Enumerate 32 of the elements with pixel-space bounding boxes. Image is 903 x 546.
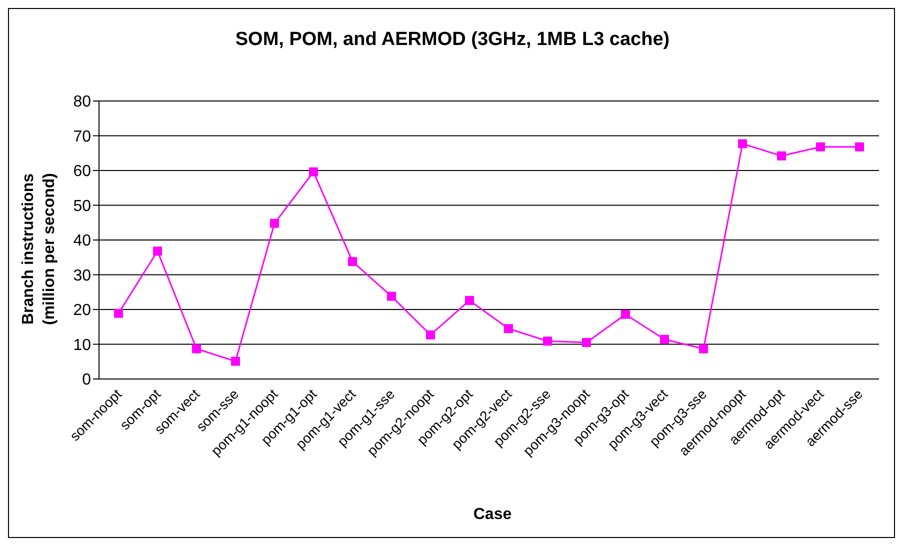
y-tick-label: 30 — [73, 267, 92, 284]
point — [699, 344, 708, 354]
point — [504, 324, 513, 334]
point — [387, 292, 396, 301]
chart-title: SOM, POM, and AERMOD (3GHz, 1MB L3 cache) — [234, 29, 671, 51]
point — [816, 142, 825, 152]
y-tick-label: 60 — [73, 163, 92, 180]
point — [777, 151, 786, 160]
y-axis-title: Branch instructions (million per second) — [19, 172, 59, 326]
y-tick-label: 0 — [82, 372, 92, 389]
point — [738, 139, 747, 148]
y-tick-label: 50 — [73, 198, 92, 215]
point — [114, 308, 123, 318]
x-axis-title: Case — [472, 506, 513, 524]
y-tick-label: 80 — [73, 94, 92, 111]
point — [192, 344, 201, 354]
point — [465, 296, 474, 305]
point — [231, 356, 240, 366]
point — [270, 218, 279, 228]
y-tick-label: 20 — [73, 302, 92, 320]
point — [426, 330, 435, 340]
point — [855, 142, 864, 152]
point — [153, 246, 162, 256]
point — [621, 310, 630, 319]
y-tick-label: 10 — [73, 336, 92, 354]
point — [348, 257, 357, 266]
point — [309, 167, 318, 176]
y-tick-label: 70 — [73, 128, 92, 146]
point — [543, 336, 552, 346]
y-tick-label: 40 — [73, 232, 92, 250]
point — [582, 338, 591, 348]
point — [660, 334, 669, 344]
